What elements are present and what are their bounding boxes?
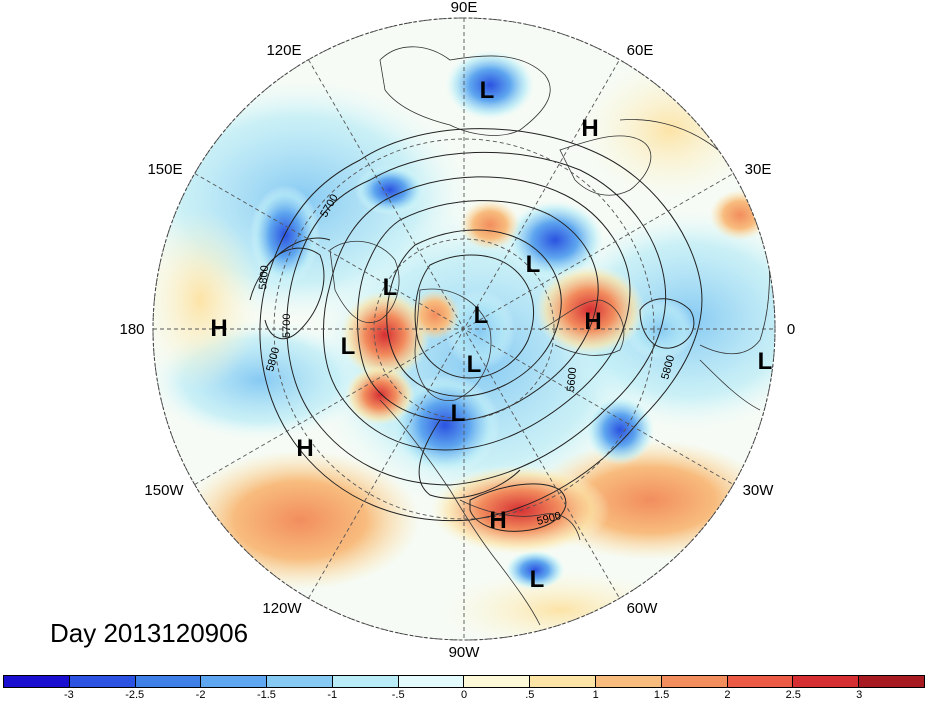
low-arctic-canada: L (467, 351, 482, 378)
height-contours (249, 128, 703, 532)
lon-label-90e: 90E (451, 0, 478, 16)
colorbar-segment-5 (332, 676, 399, 687)
colorbar-tick-label: 1 (592, 689, 599, 701)
colorbar-segment-10 (661, 676, 728, 687)
lon-label-30w: 30W (743, 482, 775, 499)
colorbar-segment-13 (859, 676, 924, 687)
lon-label-150e: 150E (147, 161, 182, 178)
contour-label-5700-b: 5700 (281, 314, 293, 338)
high-scandinavia: H (584, 308, 601, 335)
colorbar-tick-label: -.5 (391, 689, 405, 701)
plot-title: Day 2013120906 (50, 618, 249, 648)
lon-label-90w: 90W (449, 644, 481, 661)
lon-label-150w: 150W (144, 482, 184, 499)
pressure-systems: L H L L L L L L H H H L H L (210, 77, 772, 593)
colorbar-tick-label: -2.5 (125, 689, 145, 701)
colorbar-tick-label: 2.5 (785, 689, 801, 701)
lon-label-60w: 60W (627, 600, 659, 617)
lon-label-30e: 30E (745, 161, 772, 178)
colorbar-segment-1 (69, 676, 136, 687)
colorbar-tick-label: 2 (724, 689, 731, 701)
colorbar (3, 675, 925, 688)
colorbar-segment-9 (596, 676, 662, 687)
low-arctic-asia: L (526, 251, 541, 278)
colorbar-tick-label: 1.5 (653, 689, 670, 701)
colorbar-tick-label: 0 (460, 689, 468, 701)
colorbar-segment-7 (464, 676, 531, 687)
high-dateline: H (210, 315, 227, 342)
lon-label-180: 180 (119, 321, 144, 338)
low-caribbean: L (530, 566, 545, 593)
colorbar-segment-3 (201, 676, 268, 687)
colorbar-segment-0 (4, 676, 70, 687)
high-north-pacific: H (296, 435, 313, 462)
contour-label-5800-a: 5800 (257, 265, 271, 290)
low-west-africa: L (758, 348, 773, 375)
high-gulf-of-mexico: H (489, 507, 506, 534)
colorbar-tick-label: .5 (525, 689, 535, 701)
high-urals: H (581, 115, 598, 142)
colorbar-segment-4 (267, 676, 333, 687)
colorbar-segment-12 (793, 676, 860, 687)
lon-label-0: 0 (787, 321, 795, 338)
colorbar-segment-11 (727, 676, 794, 687)
anomaly-shading (153, 18, 775, 640)
longitude-labels: 90E 60E 30E 0 30W 60W 90W 120W 150W 180 … (119, 0, 795, 661)
colorbar-segment-2 (135, 676, 202, 687)
map-boundary (152, 17, 776, 641)
low-east-siberia: L (383, 274, 398, 301)
colorbar-segment-6 (398, 676, 465, 687)
low-alaska-gulf: L (341, 333, 356, 360)
colorbar-tick-label: -2 (195, 689, 206, 701)
low-hudson: L (451, 400, 466, 427)
colorbar-tick-label: -1.5 (256, 689, 276, 701)
colorbar-segment-8 (530, 676, 597, 687)
contour-label-5600: 5600 (565, 367, 579, 392)
low-siberia: L (480, 77, 495, 104)
colorbar-tick-label: -3 (63, 689, 74, 701)
colorbar-tick-label: 3 (856, 689, 863, 701)
low-pole: L (474, 302, 489, 329)
colorbar-tick-label: -1 (327, 689, 338, 701)
lon-label-120e: 120E (266, 42, 301, 59)
lon-label-120w: 120W (262, 600, 302, 617)
lon-label-60e: 60E (627, 42, 654, 59)
